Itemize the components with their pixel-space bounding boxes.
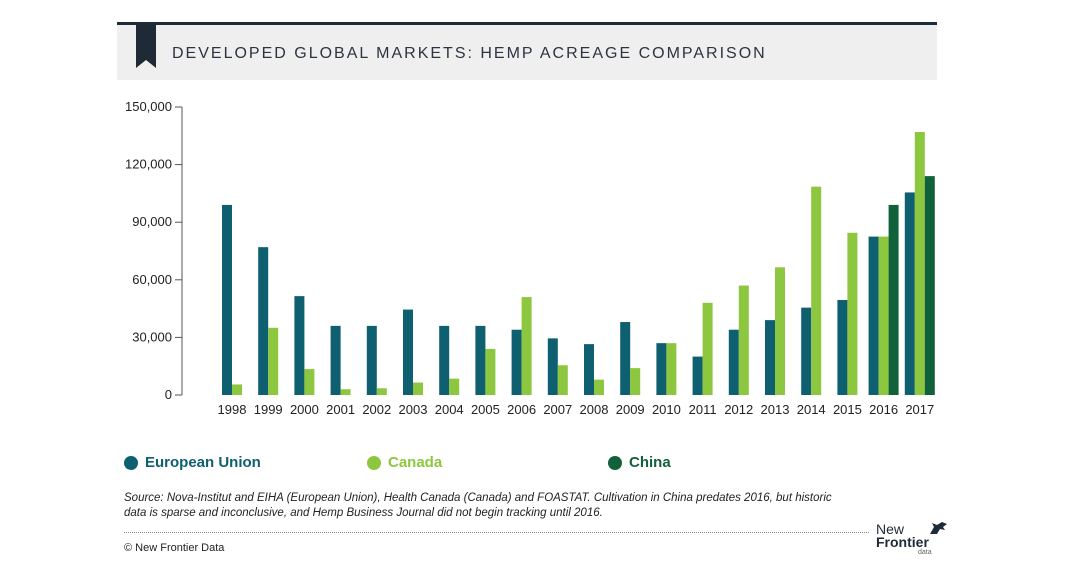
bar-canada-2013: [775, 267, 785, 395]
bar-european-union-2001: [330, 325, 341, 395]
bar-european-union-2015: [837, 299, 848, 395]
legend-label: European Union: [145, 454, 261, 471]
chart-title: DEVELOPED GLOBAL MARKETS: HEMP ACREAGE C…: [172, 45, 767, 62]
bar-european-union-2014: [801, 307, 812, 395]
bar-canada-2001: [340, 389, 351, 395]
legend-label: Canada: [388, 454, 443, 471]
y-tick-label: 60,000: [132, 272, 172, 287]
logo-text-data: data: [918, 549, 932, 556]
x-tick-label: 2014: [797, 402, 826, 417]
bar-canada-2016: [878, 236, 889, 395]
x-tick-label: 2004: [435, 402, 464, 417]
bar-canada-2017: [914, 131, 925, 395]
bar-canada-2010: [666, 343, 677, 395]
bar-canada-2002: [376, 388, 387, 395]
bar-european-union-2013: [765, 320, 775, 395]
y-tick-label: 120,000: [125, 157, 172, 172]
x-tick-label: 2000: [290, 402, 319, 417]
bar-canada-1998: [232, 384, 242, 395]
bar-canada-2006: [521, 297, 532, 395]
x-tick-label: 2008: [580, 402, 609, 417]
x-tick-label: 1999: [254, 402, 283, 417]
bar-european-union-2010: [656, 343, 667, 395]
bar-chart: 0 30,000 60,000 90,000 120,000 150,000 1998 199…: [125, 99, 935, 417]
bar-canada-2004: [449, 378, 460, 395]
x-tick-label: 2016: [869, 402, 898, 417]
bar-european-union-1999: [258, 247, 269, 395]
x-tick-label: 2007: [543, 402, 572, 417]
bar-european-union-2003: [403, 309, 413, 395]
bar-canada-2007: [557, 365, 568, 395]
bar-canada-2005: [485, 348, 496, 395]
y-tick-label: 90,000: [132, 214, 172, 229]
logo-text-new: New: [876, 521, 905, 537]
bar-european-union-2017: [904, 192, 915, 395]
bar-european-union-2011: [692, 356, 703, 395]
horse-head-icon: [930, 522, 947, 534]
bar-canada-2012: [738, 285, 749, 395]
x-tick-label: 2010: [652, 402, 681, 417]
bar-european-union-2000: [294, 296, 305, 395]
legend-item-canada: Canada: [367, 454, 442, 471]
legend-swatch-european-union: [124, 455, 138, 470]
bar-canada-2014: [811, 186, 822, 395]
bar-canada-2011: [702, 302, 713, 395]
bar-european-union-2009: [620, 322, 631, 395]
bar-european-union-2016: [868, 236, 879, 395]
legend-swatch-china: [608, 455, 622, 470]
y-tick-label: 30,000: [132, 329, 172, 344]
bar-european-union-2006: [511, 329, 522, 395]
x-tick-label: 2005: [471, 402, 500, 417]
chart-header: DEVELOPED GLOBAL MARKETS: HEMP ACREAGE C…: [117, 22, 937, 80]
x-tick-label: 2002: [362, 402, 391, 417]
x-tick-label: 2001: [326, 402, 355, 417]
bar-european-union-2008: [584, 344, 594, 395]
x-tick-label: 2015: [833, 402, 862, 417]
source-note: Source: Nova-Institut and EIHA (European…: [124, 492, 832, 519]
bar-european-union-2004: [439, 325, 450, 395]
legend-item-european-union: European Union: [124, 454, 261, 471]
bar-european-union-2012: [728, 329, 739, 395]
bar-canada-2009: [630, 368, 641, 395]
x-tick-label: 1998: [218, 402, 247, 417]
copyright-text: © New Frontier Data: [124, 542, 225, 554]
x-tick-label: 2012: [724, 402, 753, 417]
logo-text-frontier: Frontier: [876, 534, 929, 550]
x-tick-label: 2017: [905, 402, 934, 417]
legend-swatch-canada: [367, 455, 381, 470]
new-frontier-logo: New Frontier data: [876, 521, 948, 556]
x-tick-label: 2013: [761, 402, 790, 417]
bar-china-2016: [888, 204, 899, 395]
x-tick-label: 2011: [689, 402, 717, 417]
bar-canada-2008: [594, 379, 604, 395]
bar-canada-2003: [413, 382, 423, 395]
x-tick-label: 2003: [399, 402, 428, 417]
bar-canada-2000: [304, 369, 315, 395]
bookmark-icon: [136, 22, 156, 68]
bar-canada-1999: [268, 327, 279, 395]
y-tick-label: 0: [165, 387, 172, 402]
legend-item-china: China: [608, 454, 671, 471]
x-tick-label: 2006: [507, 402, 536, 417]
y-tick-label: 150,000: [125, 99, 172, 114]
bar-european-union-2007: [547, 338, 558, 395]
footer-divider: [124, 532, 869, 533]
bar-european-union-1998: [222, 204, 232, 395]
bar-china-2017: [924, 176, 935, 395]
bar-european-union-2002: [366, 325, 377, 395]
legend-label: China: [629, 454, 671, 471]
bar-european-union-2005: [475, 325, 486, 395]
bar-canada-2015: [847, 232, 858, 395]
x-tick-label: 2009: [616, 402, 645, 417]
